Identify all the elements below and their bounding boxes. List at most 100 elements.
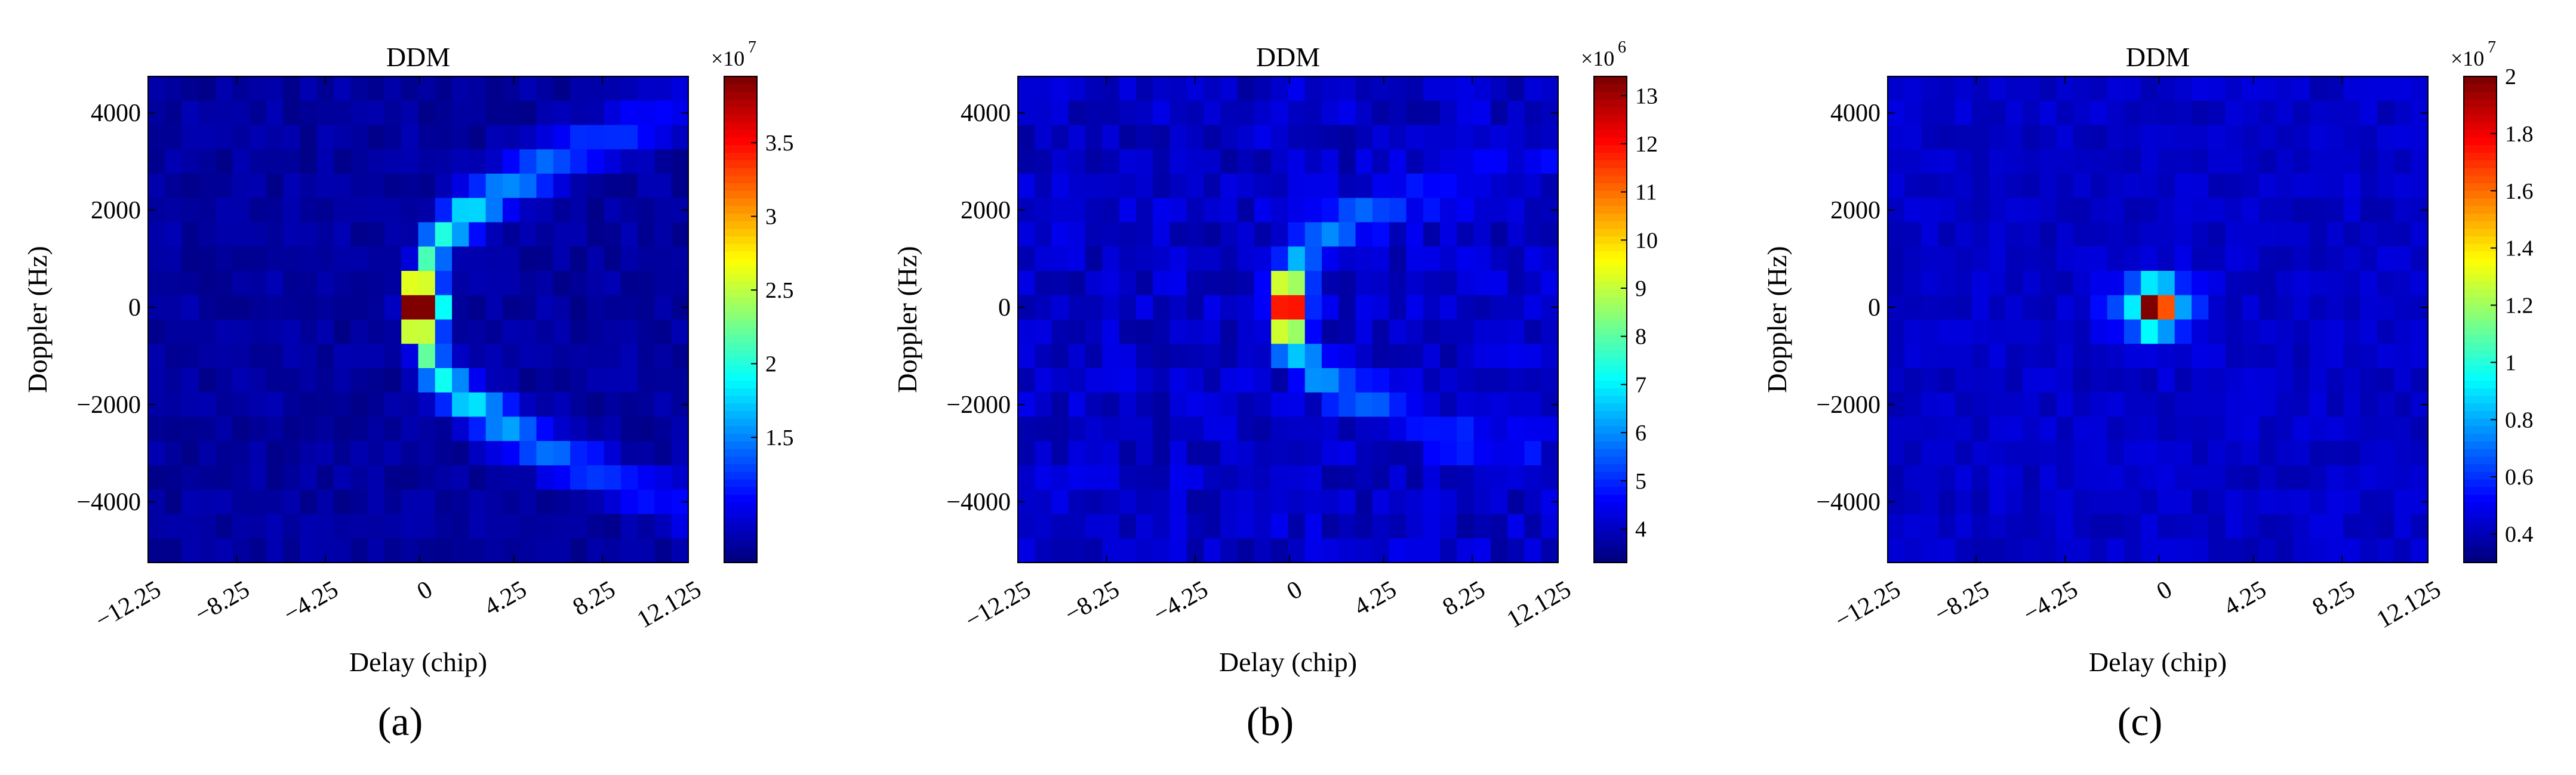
heat-cell xyxy=(1972,441,1990,466)
heat-cell xyxy=(1921,295,1939,320)
heat-cell xyxy=(2377,319,2395,344)
heat-cell xyxy=(2107,368,2125,393)
heat-cell xyxy=(401,416,419,441)
heat-cell xyxy=(1153,538,1171,563)
colorbar-swatch xyxy=(1594,205,1627,214)
colorbar-swatch xyxy=(724,258,757,267)
heat-cell xyxy=(1338,319,1356,344)
heat-cell xyxy=(1338,489,1356,515)
heat-cell xyxy=(2259,125,2277,150)
heat-cell xyxy=(2073,149,2091,174)
y-tick-label: 0 xyxy=(128,294,141,322)
colorbar-swatch xyxy=(2464,456,2497,465)
heat-cell xyxy=(1524,416,1542,441)
heat-cell xyxy=(2023,368,2041,393)
heat-cell xyxy=(485,125,503,150)
heat-cell xyxy=(1955,368,1973,393)
heat-cell xyxy=(1372,441,1390,466)
colorbar-swatch xyxy=(724,425,757,434)
heat-cell xyxy=(570,149,587,174)
chart-title: DDM xyxy=(2126,42,2190,72)
heat-cell xyxy=(2411,416,2429,441)
heat-cell xyxy=(1972,197,1990,223)
heat-cell xyxy=(2158,514,2175,539)
heat-cell xyxy=(2343,344,2361,369)
heat-cell xyxy=(1186,344,1204,369)
heat-cell xyxy=(1389,197,1407,223)
heat-cell xyxy=(1153,416,1171,441)
heat-cell xyxy=(638,514,655,539)
heat-cell xyxy=(620,368,638,393)
heat-cell xyxy=(2192,100,2209,126)
heat-cell xyxy=(570,174,587,199)
heat-cell xyxy=(148,76,165,101)
heat-cell xyxy=(384,174,402,199)
heat-cell xyxy=(1119,465,1137,490)
heat-cell xyxy=(2039,246,2057,271)
colorbar-swatch xyxy=(2464,395,2497,404)
heat-cell xyxy=(570,295,587,320)
heat-cell xyxy=(1153,222,1171,247)
y-tick-label: 0 xyxy=(998,294,1011,322)
heat-cell xyxy=(283,368,301,393)
heat-cell xyxy=(232,416,250,441)
heat-cell xyxy=(1169,125,1187,150)
heat-cell xyxy=(249,174,267,199)
colorbar-swatch xyxy=(1594,99,1627,107)
heat-cell xyxy=(1237,538,1255,563)
heat-cell xyxy=(283,100,301,126)
heat-cell xyxy=(2225,368,2243,393)
heat-cell xyxy=(2208,319,2226,344)
heat-cell xyxy=(469,538,487,563)
heat-cell xyxy=(1304,392,1322,418)
heat-cell xyxy=(671,441,689,466)
heat-cell xyxy=(1440,319,1457,344)
colorbar-swatch xyxy=(1594,441,1627,449)
heat-cell xyxy=(1490,465,1508,490)
heat-cell xyxy=(1507,489,1525,515)
heat-cell xyxy=(2174,368,2192,393)
heat-cell xyxy=(283,295,301,320)
colorbar-swatch xyxy=(1594,350,1627,358)
heat-cell xyxy=(232,514,250,539)
heat-cell xyxy=(1541,344,1559,369)
heat-cell xyxy=(1288,125,1306,150)
heat-cell xyxy=(1406,416,1424,441)
heat-cell xyxy=(536,271,554,296)
heat-cell xyxy=(2360,125,2378,150)
colorbar-swatch xyxy=(1594,502,1627,510)
heat-cell xyxy=(519,222,537,247)
heat-cell xyxy=(1955,76,1973,101)
heat-cell xyxy=(1938,465,1956,490)
heat-cell xyxy=(334,392,351,418)
heat-cell xyxy=(1904,441,1922,466)
heat-cell xyxy=(2343,246,2361,271)
heat-cell xyxy=(1389,271,1407,296)
heat-cell xyxy=(2192,368,2209,393)
heat-cell xyxy=(2005,538,2023,563)
heat-cell xyxy=(216,441,233,466)
heat-cell xyxy=(1473,197,1491,223)
heat-cell xyxy=(1304,125,1322,150)
heat-cell xyxy=(1490,197,1508,223)
heat-cell xyxy=(384,465,402,490)
heat-cell xyxy=(1035,441,1052,466)
heat-cell xyxy=(2377,392,2395,418)
colorbar-swatch xyxy=(1594,167,1627,176)
heat-cell xyxy=(1102,514,1120,539)
heat-cell xyxy=(1220,392,1238,418)
heat-cell xyxy=(435,100,453,126)
heat-cell xyxy=(1220,149,1238,174)
ddm-panel-1: DDM−12.25 −8.25 −4.25 0 4.25 8.25 12.125400020… xyxy=(22,38,794,744)
heat-cell xyxy=(1423,271,1441,296)
plot-frame xyxy=(1887,76,2429,563)
heat-cell xyxy=(1541,416,1559,441)
heat-cell xyxy=(553,441,571,466)
colorbar-swatch xyxy=(2464,334,2497,343)
colorbar-swatch xyxy=(724,555,757,563)
heat-cell xyxy=(1018,465,1035,490)
colorbar-swatch xyxy=(1594,494,1627,502)
heat-cell xyxy=(1271,125,1289,150)
heat-cell xyxy=(570,514,587,539)
heat-cell xyxy=(2158,295,2175,320)
